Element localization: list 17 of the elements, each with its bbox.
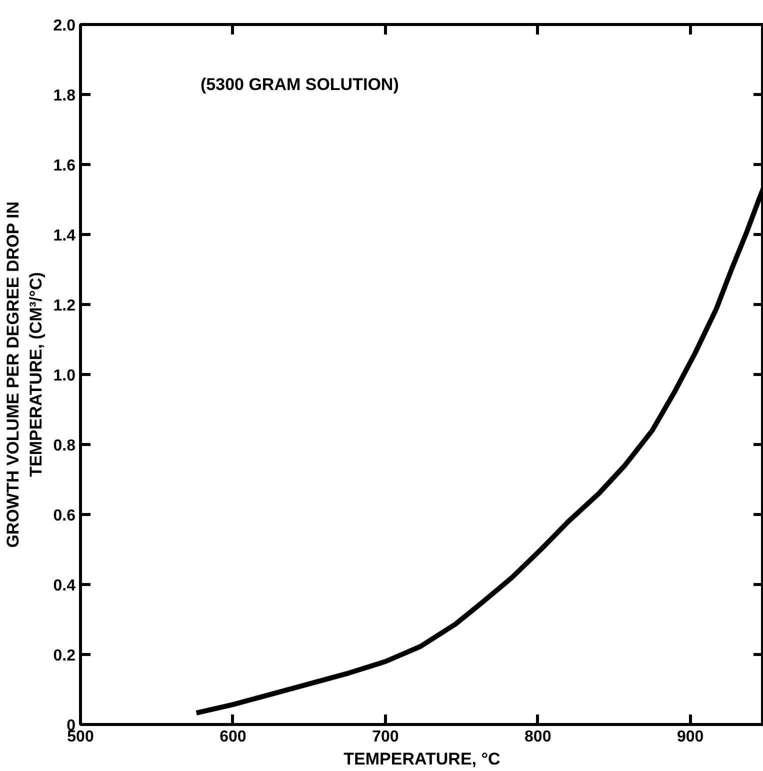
y-axis-title: GROWTH VOLUME PER DEGREE DROP IN TEMPERATURE, (CM³/°C) <box>3 201 46 548</box>
x-tick-label: 800 <box>524 728 552 746</box>
x-tick-label: 600 <box>220 728 246 746</box>
y-tick-label: 1.6 <box>53 158 76 174</box>
x-axis-title: TEMPERATURE, °C <box>344 750 500 768</box>
y-tick-label: 1.0 <box>53 368 76 384</box>
y-tick-label: 0.6 <box>53 508 76 524</box>
y-tick-label: 1.2 <box>53 298 76 314</box>
annotation: (5300 GRAM SOLUTION) <box>200 75 399 94</box>
x-tick-label: 700 <box>372 728 399 746</box>
y-tick-label: 0.4 <box>53 578 76 594</box>
y-tick-label: 1.8 <box>53 88 76 104</box>
y-tick-label: 0.2 <box>53 648 76 664</box>
y-tick-label: 0.8 <box>53 438 76 454</box>
y-tick-label: 2.0 <box>53 18 76 34</box>
x-tick-label: 900 <box>676 728 704 746</box>
y-tick-label: 1.4 <box>53 228 76 244</box>
